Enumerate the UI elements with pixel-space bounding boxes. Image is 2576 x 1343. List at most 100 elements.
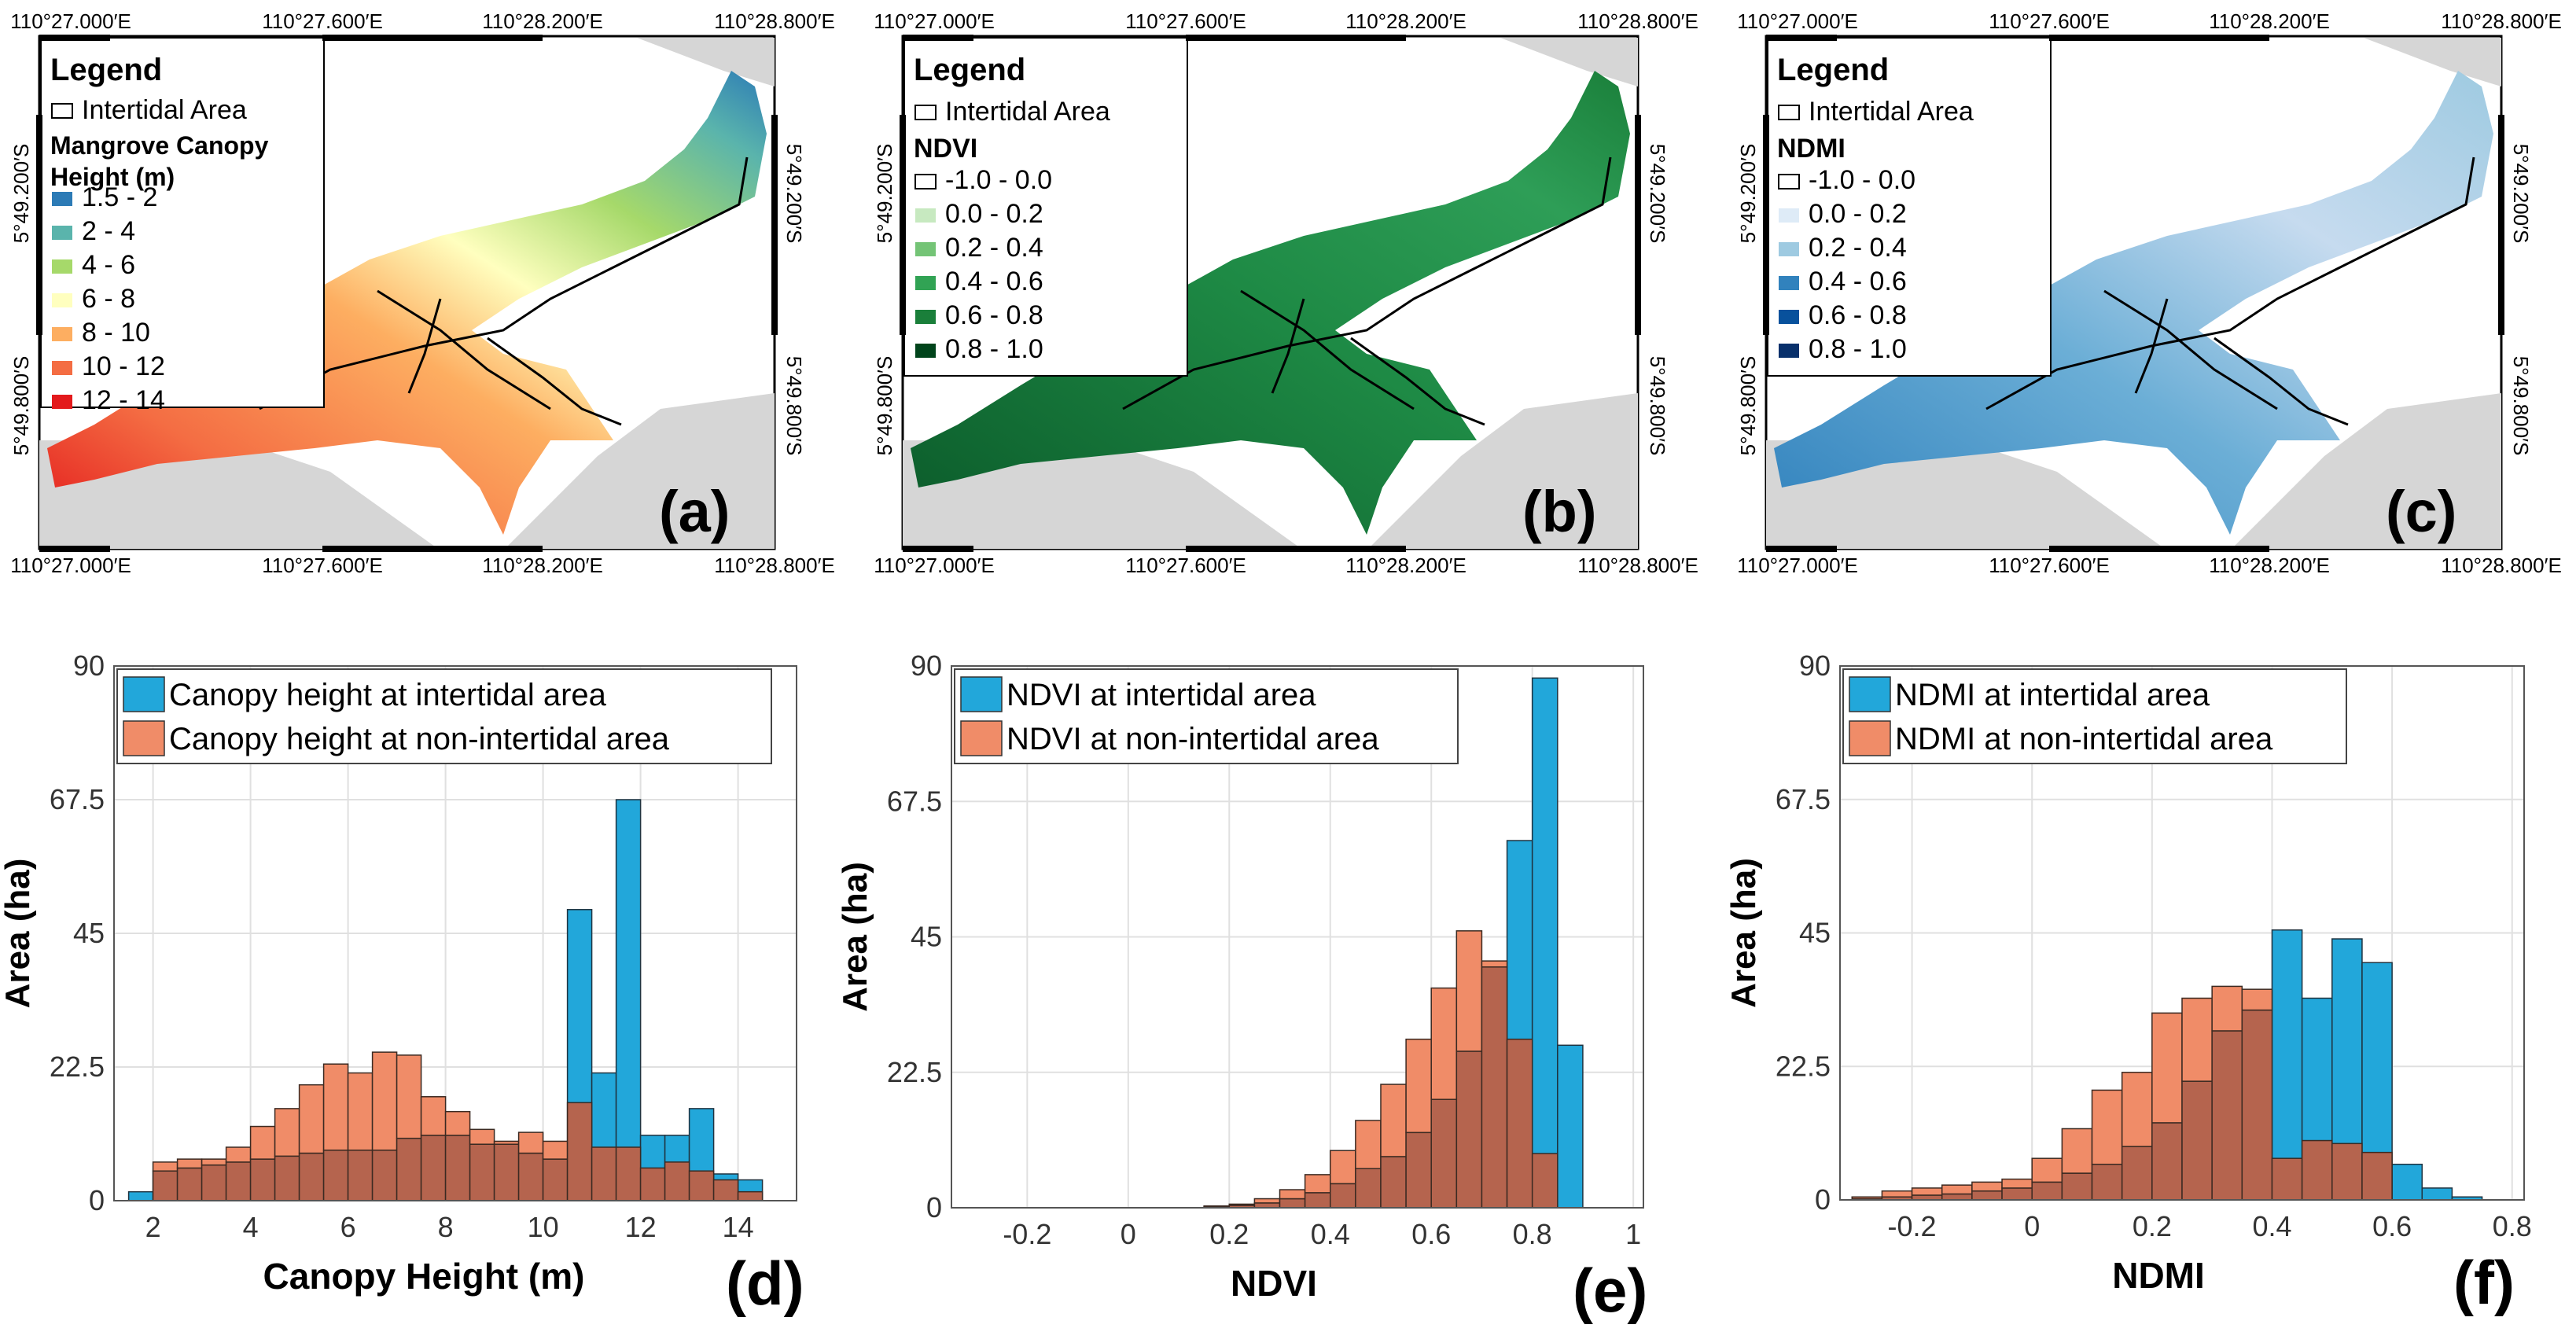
bar-overlap [2181,1080,2213,1201]
latitude-tick-label: 5°49.800′S [782,356,806,456]
x-tick-label: 0.6 [2372,1210,2412,1242]
legend-variable-title-1: NDMI [1777,134,1846,164]
bar-overlap [566,1102,593,1201]
scale-segment [1635,115,1641,335]
lon-ticks-top: 110°27.000′E 110°27.600′E 110°28.200′E 110°… [10,9,835,41]
legend-class-swatch [52,293,72,307]
legend-class-swatch [915,276,936,290]
bar-non-intertidal [2001,1178,2033,1189]
axes-box [113,665,797,1201]
longitude-tick-label: 110°27.000′E [1737,9,1858,33]
bar-non-intertidal [542,1140,569,1160]
bar-overlap [1971,1190,2003,1201]
longitude-tick-label: 110°27.600′E [1125,554,1246,577]
bar-overlap [615,1146,642,1201]
scale-segment [1186,546,1406,552]
longitude-tick-label: 110°27.600′E [262,554,383,577]
legend-class-label: 8 - 10 [82,318,150,348]
latitude-tick-label: 5°49.800′S [1736,356,1760,456]
bar-overlap [2151,1122,2183,1201]
bar-overlap [322,1150,349,1201]
bar-non-intertidal [1228,1203,1256,1206]
bar-non-intertidal [322,1063,349,1151]
bar-intertidal [2391,1163,2423,1201]
lon-ticks-bottom: 110°27.000′E 110°27.600′E 110°28.200′E 110°… [1737,546,2562,577]
legend-box [40,37,325,408]
legend-class-swatch [52,192,72,206]
x-tick-label: 10 [528,1211,559,1243]
bar-overlap [493,1143,520,1201]
bar-non-intertidal [249,1125,276,1160]
latitude-tick-label: 5°49.800′S [9,356,33,456]
scale-segment [903,546,973,552]
bar-overlap [444,1135,471,1201]
lon-ticks-bottom: 110°27.000′E 110°27.600′E 110°28.200′E 110°… [874,546,1698,577]
bar-non-intertidal [444,1110,471,1136]
legend-class-swatch [52,259,72,274]
legend-class-label: 0.2 - 0.4 [945,233,1043,263]
legend-swatch [1849,676,1891,712]
bar-overlap [542,1158,569,1201]
lon-ticks-top: 110°27.000′E 110°27.600′E 110°28.200′E 110°… [1737,9,2562,41]
legend-class-label: 1.5 - 2 [82,182,157,212]
bar-overlap [2121,1146,2153,1201]
longitude-tick-label: 110°28.200′E [2209,554,2330,577]
legend-variable-title-1: Mangrove Canopy [50,131,269,160]
y-axis-label: Area (ha) [836,862,874,1012]
longitude-tick-label: 110°28.200′E [482,554,603,577]
legend-intertidal-label: Intertidal Area [82,95,247,125]
x-axis-label: Canopy Height (m) [263,1256,585,1297]
bar-non-intertidal [1203,1205,1231,1208]
legend-class-swatch [1779,276,1799,290]
bar-overlap [201,1164,227,1201]
legend-variable-title-1: NDVI [914,134,977,164]
land-mass [903,38,1638,550]
legend-intertidal-label: Intertidal Area [1809,97,1974,127]
mangrove-area [47,71,767,535]
bar-overlap [2361,1151,2393,1201]
x-tick-label: 0.8 [1513,1218,1552,1250]
bar-overlap [2331,1142,2363,1201]
longitude-tick-label: 110°28.200′E [482,9,603,33]
legend-classes: -1.0 - 0.0 0.0 - 0.2 0.2 - 0.4 0.4 - 0.6 0.6… [1778,165,1915,364]
bars [1203,677,1584,1209]
bar-intertidal [1557,1044,1584,1209]
bar-non-intertidal [1851,1196,1883,1200]
longitude-tick-label: 110°27.000′E [1737,554,1858,577]
legend-box [1842,668,2347,764]
x-tick-label: 6 [340,1211,356,1243]
bar-overlap [639,1167,666,1201]
legend-class-label: 0.0 - 0.2 [1809,199,1907,229]
latitude-tick-label: 5°49.800′S [2509,356,2533,456]
longitude-tick-label: 110°28.200′E [2209,9,2330,33]
y-tick-label: 0 [1815,1183,1831,1216]
bars [1851,929,2483,1201]
legend-entry: Canopy height at intertidal area [169,678,607,712]
legend-box [954,668,1459,764]
bar-overlap [249,1158,276,1201]
bar-non-intertidal [2181,997,2213,1082]
legend-swatch [1849,720,1891,756]
bar-overlap [225,1161,252,1201]
legend-class-label: 0.6 - 0.8 [945,300,1043,330]
legend-classes: -1.0 - 0.0 0.0 - 0.2 0.2 - 0.4 0.4 - 0.6 0.6… [914,165,1052,364]
y-axis-label: Area (ha) [0,859,37,1009]
x-tick-label: 0 [2024,1210,2040,1242]
bar-non-intertidal [2031,1157,2063,1183]
x-tick-label: 12 [625,1211,657,1243]
longitude-tick-label: 110°28.200′E [1345,554,1466,577]
y-tick-label: 22.5 [1776,1050,1831,1082]
bar-non-intertidal [1911,1187,1943,1196]
bar-non-intertidal [347,1072,374,1151]
bar-overlap [664,1161,690,1201]
y-axis-label: Area (ha) [1724,858,1763,1008]
x-tick-label: 0.8 [2493,1210,2532,1242]
y-tick-label: 22.5 [887,1056,942,1088]
latitude-tick-label: 5°49.800′S [873,356,896,456]
legend-entry: NDVI at intertidal area [1006,678,1316,712]
legend: Canopy height at intertidal area Canopy h… [116,668,772,764]
intertidal-boundary [259,156,749,426]
bar-non-intertidal [2091,1089,2123,1165]
land-mass [1766,38,2501,550]
legend-entry: NDVI at non-intertidal area [1006,722,1379,756]
